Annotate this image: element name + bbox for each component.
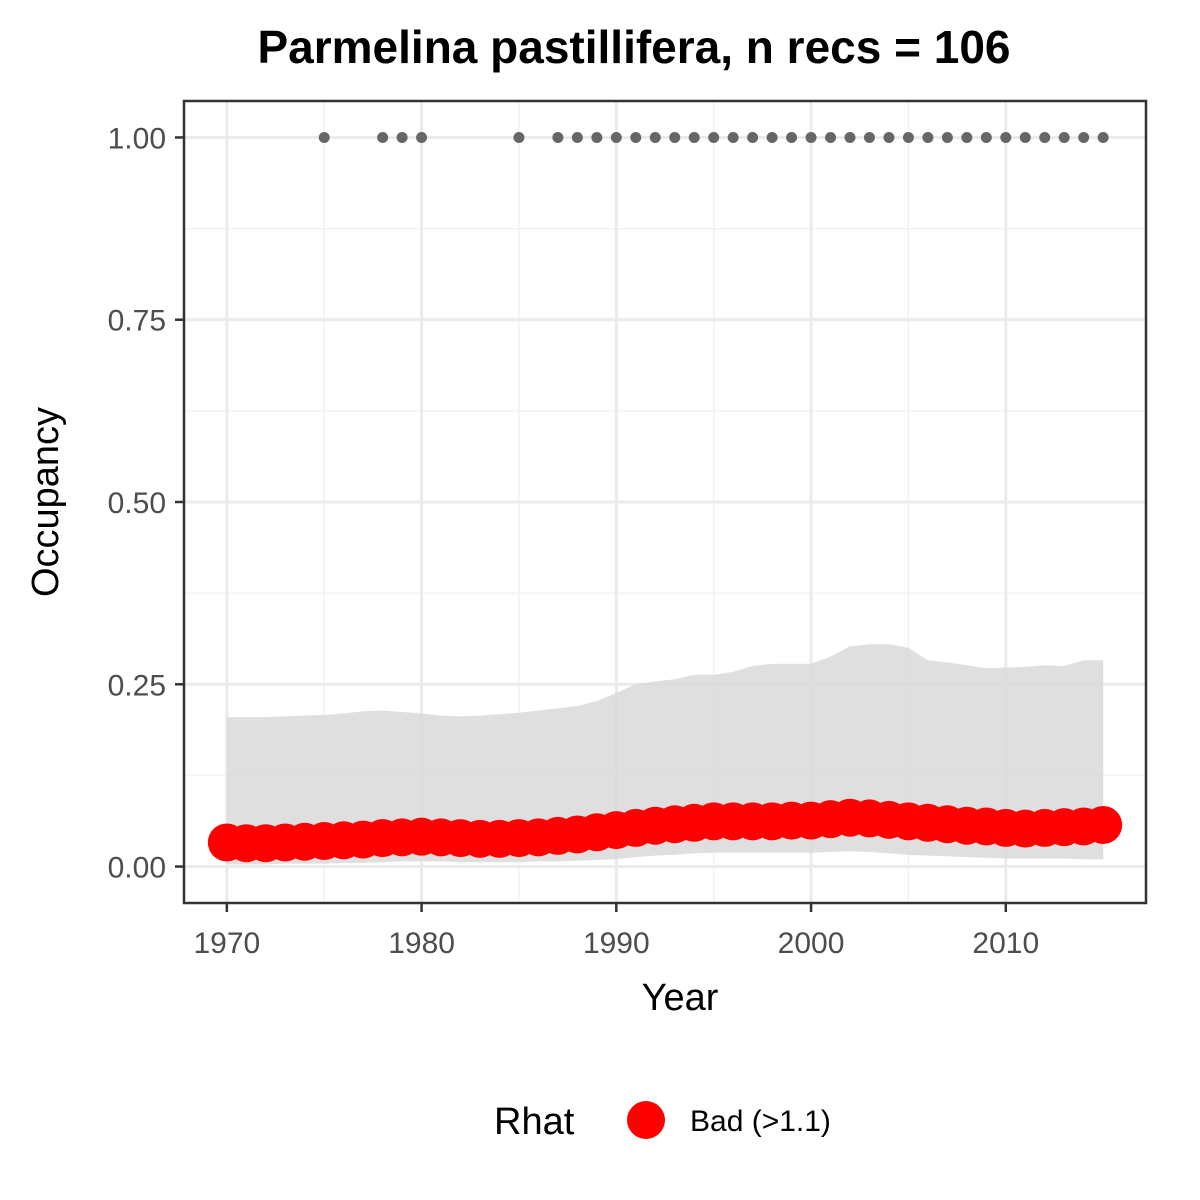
x-tick-label: 2010	[972, 927, 1039, 960]
detection-point	[1078, 131, 1090, 143]
x-tick-label: 1970	[193, 927, 260, 960]
detection-point	[552, 131, 564, 143]
x-axis-title: Year	[642, 977, 719, 1019]
x-tick-label: 1990	[583, 927, 650, 960]
detection-point	[922, 131, 934, 143]
y-tick-label: 0.75	[108, 305, 166, 338]
detection-point	[766, 131, 778, 143]
legend-key-bad	[627, 1101, 665, 1139]
x-axis: 1970 1980 1990 2000 2010	[193, 903, 1039, 960]
detection-point	[1019, 131, 1031, 143]
mean-occupancy-points	[207, 798, 1123, 863]
y-tick-label: 0.00	[108, 852, 166, 885]
y-tick-label: 0.50	[108, 487, 166, 520]
detection-point	[844, 131, 856, 143]
detection-point	[902, 131, 914, 143]
y-axis: 0.00 0.25 0.50 0.75 1.00	[108, 122, 184, 885]
detection-point	[669, 131, 681, 143]
x-tick-label: 1980	[388, 927, 455, 960]
detection-point	[961, 131, 973, 143]
y-axis-title: Occupancy	[25, 407, 67, 597]
detection-point	[610, 131, 622, 143]
detection-point	[786, 131, 798, 143]
legend: Rhat Bad (>1.1)	[494, 1101, 831, 1143]
detection-point	[980, 131, 992, 143]
detection-point	[708, 131, 720, 143]
detection-point	[747, 131, 759, 143]
legend-label-bad: Bad (>1.1)	[690, 1105, 831, 1138]
detection-point	[1097, 131, 1109, 143]
detection-point	[1039, 131, 1051, 143]
detection-point	[825, 131, 837, 143]
detection-point	[883, 131, 895, 143]
detection-point	[318, 131, 330, 143]
detection-point	[396, 131, 408, 143]
detection-point	[1000, 131, 1012, 143]
detection-point	[688, 131, 700, 143]
chart-title: Parmelina pastillifera, n recs = 106	[257, 21, 1010, 73]
detection-point	[377, 131, 389, 143]
detection-point	[805, 131, 817, 143]
detection-point	[630, 131, 642, 143]
y-tick-label: 1.00	[108, 122, 166, 155]
detection-point	[513, 131, 525, 143]
detection-point	[591, 131, 603, 143]
legend-title: Rhat	[494, 1101, 575, 1143]
detection-point	[727, 131, 739, 143]
y-tick-label: 0.25	[108, 669, 166, 702]
detection-point	[416, 131, 428, 143]
detection-point	[649, 131, 661, 143]
detection-point	[941, 131, 953, 143]
detection-points	[318, 131, 1109, 143]
mean-point	[1084, 805, 1123, 844]
detection-point	[863, 131, 875, 143]
detection-point	[571, 131, 583, 143]
detection-point	[1058, 131, 1070, 143]
x-tick-label: 2000	[778, 927, 845, 960]
